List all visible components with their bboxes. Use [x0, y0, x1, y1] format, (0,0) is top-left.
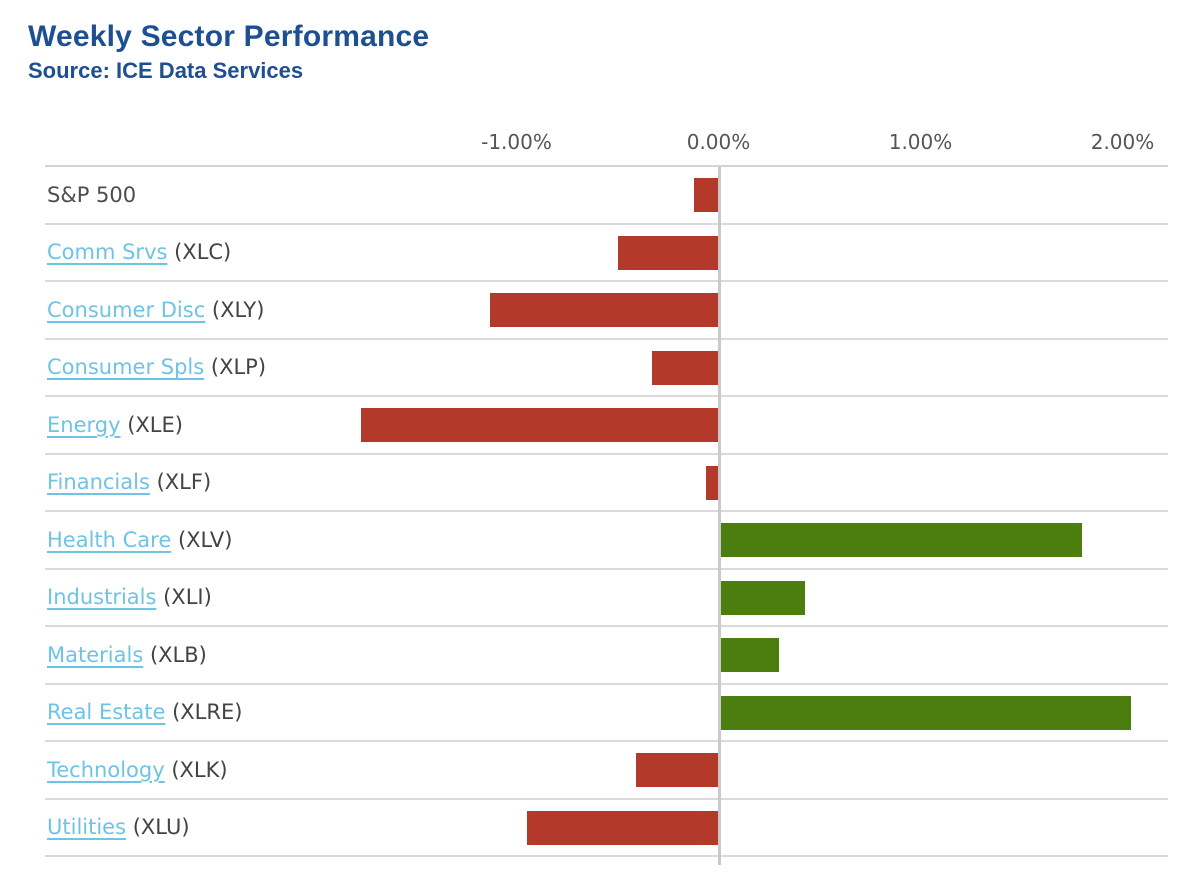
ticker-label: (XLY) — [205, 297, 265, 322]
plot-area: S&P 500 Comm Srvs (XLC) Consumer Disc (XLY… — [45, 165, 1168, 865]
sector-label: Consumer Spls (XLP) — [47, 355, 266, 379]
performance-bar — [617, 235, 719, 270]
sector-link[interactable]: Comm Srvs — [47, 240, 168, 265]
performance-bar — [651, 350, 719, 385]
performance-bar — [718, 638, 780, 672]
sector-link[interactable]: Technology — [47, 757, 165, 782]
ticker-label: (XLP) — [204, 355, 267, 380]
sector-link[interactable]: Materials — [47, 642, 144, 667]
chart-row: Utilities (XLU) — [45, 800, 1168, 857]
chart-row: S&P 500 — [45, 167, 1168, 225]
ticker-label: (XLRE) — [165, 700, 243, 725]
chart-row: Real Estate (XLRE) — [45, 685, 1168, 742]
sector-label: Comm Srvs (XLC) — [47, 240, 231, 264]
sector-label: Materials (XLB) — [47, 643, 207, 667]
performance-bar — [718, 523, 1083, 557]
chart-row: Energy (XLE) — [45, 397, 1168, 455]
index-label: S&P 500 — [47, 182, 137, 207]
sector-link[interactable]: Health Care — [47, 527, 172, 552]
ticker-label: (XLE) — [120, 412, 183, 437]
performance-bar — [526, 810, 719, 845]
performance-bar — [706, 465, 719, 500]
performance-bar — [718, 580, 806, 615]
performance-bar — [718, 695, 1131, 730]
chart-row: Materials (XLB) — [45, 627, 1168, 685]
sector-link[interactable]: Real Estate — [47, 700, 166, 725]
ticker-label: (XLV) — [171, 527, 233, 552]
chart-row: Consumer Disc (XLY) — [45, 282, 1168, 340]
sector-label: Health Care (XLV) — [47, 528, 232, 552]
performance-bar — [694, 178, 719, 212]
ticker-label: (XLU) — [126, 815, 190, 840]
chart-row: Technology (XLK) — [45, 742, 1168, 800]
axis-tick-label: 1.00% — [888, 130, 953, 154]
sector-link[interactable]: Consumer Disc — [47, 297, 206, 322]
sector-link[interactable]: Consumer Spls — [47, 355, 205, 380]
sector-label: Financials (XLF) — [47, 470, 211, 494]
sector-link[interactable]: Industrials — [47, 585, 157, 610]
sector-label: Industrials (XLI) — [47, 585, 212, 609]
performance-bar — [635, 753, 719, 787]
chart-row: Comm Srvs (XLC) — [45, 225, 1168, 282]
axis-tick-label: 0.00% — [686, 130, 751, 154]
sector-link[interactable]: Utilities — [47, 815, 127, 840]
ticker-label: (XLF) — [149, 470, 212, 495]
page-title: Weekly Sector Performance — [28, 20, 430, 53]
sector-label: Consumer Disc (XLY) — [47, 298, 264, 322]
sector-link[interactable]: Financials — [47, 470, 150, 495]
chart-row: Health Care (XLV) — [45, 512, 1168, 570]
sector-label: S&P 500 — [47, 183, 136, 207]
axis-tick-label: -1.00% — [481, 130, 552, 154]
axis-tick-label: 2.00% — [1090, 130, 1155, 154]
sector-label: Real Estate (XLRE) — [47, 700, 242, 724]
ticker-label: (XLC) — [167, 240, 232, 265]
zero-axis-line — [717, 167, 721, 865]
chart-row: Consumer Spls (XLP) — [45, 340, 1168, 397]
x-axis: -1.00% 0.00% 1.00% 2.00% — [45, 128, 1168, 160]
sector-label: Utilities (XLU) — [47, 815, 190, 839]
ticker-label: (XLK) — [164, 757, 228, 782]
sector-label: Energy (XLE) — [47, 413, 183, 437]
chart-row: Financials (XLF) — [45, 455, 1168, 512]
source-subtitle: Source: ICE Data Services — [28, 58, 304, 83]
ticker-label: (XLB) — [143, 642, 207, 667]
chart-row: Industrials (XLI) — [45, 570, 1168, 627]
ticker-label: (XLI) — [156, 585, 212, 610]
performance-bar — [360, 408, 719, 442]
sector-link[interactable]: Energy — [47, 412, 121, 437]
performance-bar — [490, 293, 719, 327]
sector-label: Technology (XLK) — [47, 758, 228, 782]
